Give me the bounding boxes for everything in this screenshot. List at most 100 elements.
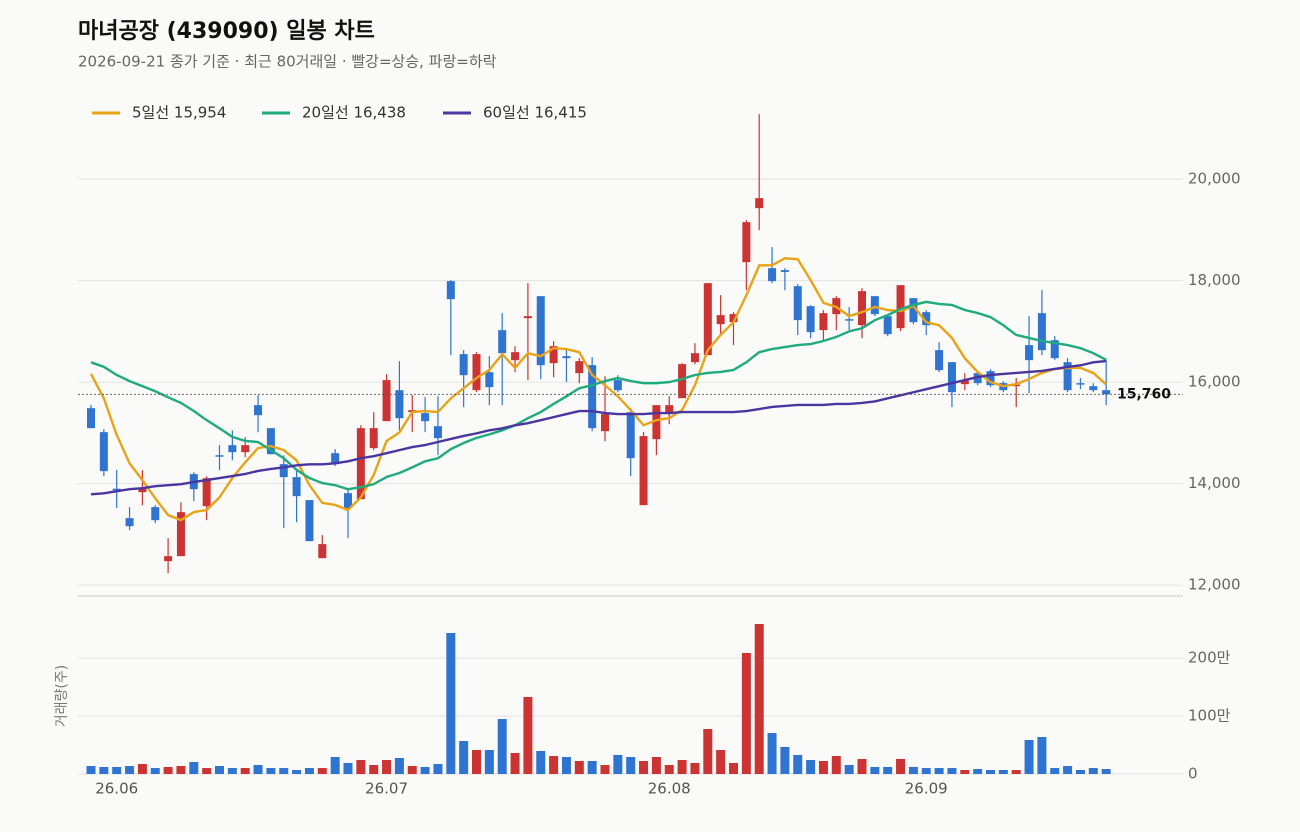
- candle-body: [279, 464, 288, 478]
- candle-body: [742, 222, 751, 263]
- candle-body: [459, 354, 468, 376]
- y-tick-label: 0: [1188, 765, 1198, 783]
- volume-bar: [484, 749, 494, 774]
- volume-bar: [729, 762, 738, 774]
- volume-bar: [973, 769, 983, 774]
- candle-body: [665, 405, 674, 414]
- candle-body: [549, 346, 558, 364]
- volume-bar: [240, 768, 250, 774]
- candle-body: [896, 285, 905, 329]
- y-tick-label: 18,000: [1188, 271, 1241, 289]
- candle-body: [369, 428, 378, 449]
- candle-body: [99, 432, 108, 472]
- candle-body: [125, 518, 134, 527]
- volume-bar: [780, 746, 790, 774]
- candle-body: [395, 390, 404, 419]
- candle-body: [1076, 383, 1085, 385]
- candle-body: [151, 507, 160, 521]
- legend-label: 20일선 16,438: [302, 104, 406, 122]
- volume-bar: [857, 758, 867, 774]
- candle-body: [858, 291, 866, 326]
- volume-bar: [947, 768, 957, 774]
- candle-body: [511, 352, 520, 361]
- volume-bar: [664, 765, 674, 774]
- candle-body: [845, 319, 854, 321]
- volume-bar: [433, 764, 443, 774]
- candle-body: [176, 512, 185, 557]
- volume-bar: [215, 765, 224, 774]
- volume-bar: [227, 768, 237, 774]
- volume-bar: [292, 769, 302, 774]
- candle-body: [472, 354, 481, 391]
- candle-body: [883, 316, 892, 335]
- candle-body: [266, 428, 275, 455]
- volume-bar: [317, 768, 327, 774]
- candle-body: [575, 361, 584, 374]
- candle-body: [1050, 340, 1059, 359]
- volume-bar: [1063, 765, 1073, 774]
- y-tick-label: 12,000: [1188, 576, 1241, 594]
- volume-bar: [1011, 769, 1021, 774]
- candle-body: [703, 283, 712, 356]
- candle-body: [1037, 313, 1046, 351]
- volume-bar: [921, 768, 931, 774]
- candle-body: [1063, 362, 1072, 391]
- x-tick-label: 26.07: [365, 780, 408, 798]
- candle-body: [960, 380, 969, 385]
- candle-body: [87, 408, 95, 429]
- candle-body: [254, 405, 263, 416]
- volume-bar: [137, 764, 147, 774]
- candle-body: [318, 544, 327, 559]
- volume-bar: [998, 769, 1008, 774]
- candle-body: [112, 488, 121, 491]
- ma-line: [89, 257, 1107, 522]
- y-tick-label: 200만: [1188, 649, 1231, 667]
- volume-bar: [690, 762, 700, 774]
- volume-bar: [818, 761, 828, 774]
- candle-body: [485, 372, 494, 388]
- volume-bar: [266, 768, 276, 774]
- x-tick-label: 26.06: [95, 780, 138, 798]
- chart-subtitle: 2026-09-21 종가 기준 · 최근 80거래일 · 빨강=상승, 파랑=…: [78, 53, 497, 71]
- candle-body: [331, 453, 340, 465]
- volume-bar: [176, 765, 186, 774]
- candle-body: [716, 315, 725, 325]
- volume-bar: [1037, 736, 1047, 774]
- volume-bar: [343, 762, 353, 774]
- candle-body: [947, 362, 956, 393]
- volume-bar: [934, 768, 944, 774]
- y-tick-label: 20,000: [1188, 170, 1241, 188]
- volume-bar: [150, 768, 160, 774]
- volume-bar: [99, 766, 109, 774]
- legend-label: 5일선 15,954: [132, 104, 226, 122]
- candle-body: [601, 414, 609, 432]
- volume-bar: [125, 765, 135, 774]
- volume-bar: [446, 633, 456, 774]
- candle-body: [690, 353, 699, 363]
- volume-bar: [536, 750, 546, 774]
- candle-body: [768, 268, 777, 282]
- x-tick-label: 26.09: [905, 780, 948, 798]
- last-price-label: 15,760: [1117, 386, 1171, 402]
- candle-body: [356, 428, 365, 500]
- candle-body: [344, 493, 352, 509]
- candle-body: [562, 356, 571, 359]
- volume-bar: [86, 765, 96, 774]
- volume-bar: [703, 728, 713, 774]
- candle-body: [241, 445, 250, 453]
- volume-bar: [330, 757, 340, 774]
- y-tick-label: 100만: [1188, 707, 1231, 725]
- volume-bar: [202, 768, 212, 774]
- volume-bar: [394, 757, 404, 774]
- volume-bar: [356, 760, 366, 774]
- volume-bar: [908, 766, 918, 774]
- volume-bar: [163, 766, 173, 774]
- volume-bar: [253, 765, 263, 774]
- volume-bar: [561, 757, 571, 774]
- y-tick-label: 16,000: [1188, 373, 1241, 391]
- volume-bar: [1101, 769, 1111, 774]
- legend-label: 60일선 16,415: [483, 104, 587, 122]
- ma-line: [90, 300, 1107, 491]
- volume-bar: [844, 765, 854, 774]
- volume-bar: [497, 719, 507, 774]
